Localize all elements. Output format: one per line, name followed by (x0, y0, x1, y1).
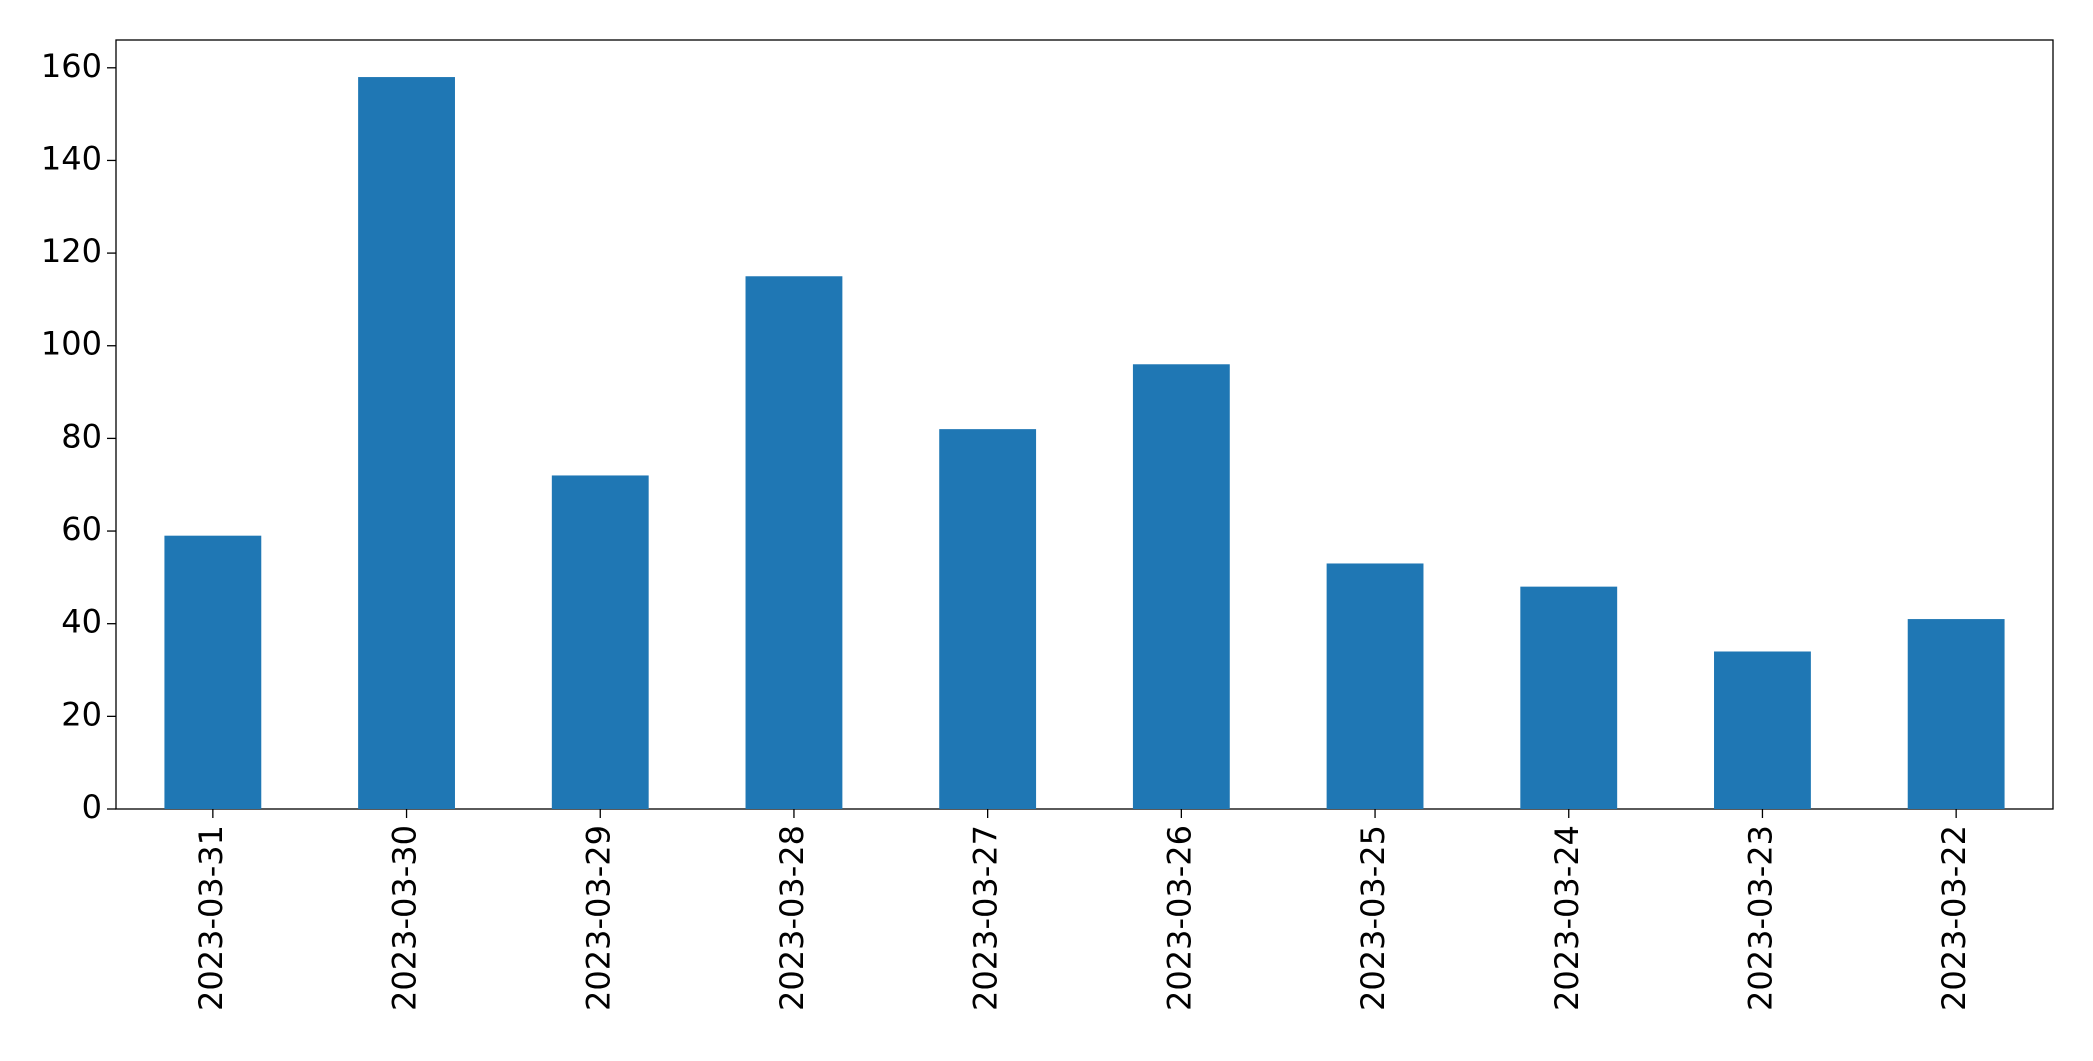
x-tick-label: 2023-03-30 (386, 825, 424, 1011)
bar (939, 429, 1037, 809)
x-tick-label: 2023-03-23 (1741, 825, 1779, 1011)
y-tick-label: 140 (41, 139, 102, 177)
y-tick-label: 120 (41, 232, 102, 270)
y-tick-label: 0 (82, 788, 102, 826)
y-tick-label: 160 (41, 47, 102, 85)
bar (1132, 364, 1230, 809)
y-tick-label: 100 (41, 325, 102, 363)
bar (1326, 563, 1424, 809)
x-tick-label: 2023-03-24 (1548, 825, 1586, 1011)
x-tick-label: 2023-03-27 (967, 825, 1005, 1011)
y-tick-label: 80 (61, 417, 102, 455)
bar (745, 276, 843, 809)
bar (164, 535, 262, 809)
x-tick-label: 2023-03-22 (1935, 825, 1973, 1011)
x-tick-label: 2023-03-28 (773, 825, 811, 1011)
y-tick-label: 60 (61, 510, 102, 548)
bar (358, 77, 455, 809)
bar (551, 475, 649, 809)
x-tick-label: 2023-03-31 (192, 825, 230, 1011)
x-tick-label: 2023-03-25 (1354, 825, 1392, 1011)
x-tick-label: 2023-03-26 (1160, 825, 1198, 1011)
y-tick-label: 40 (61, 603, 102, 641)
bar (1907, 619, 2005, 809)
plot-frame (115, 39, 2054, 810)
bar (1520, 586, 1618, 809)
bar (1714, 651, 1811, 809)
y-tick-label: 20 (61, 695, 102, 733)
x-tick-label: 2023-03-29 (579, 825, 617, 1011)
